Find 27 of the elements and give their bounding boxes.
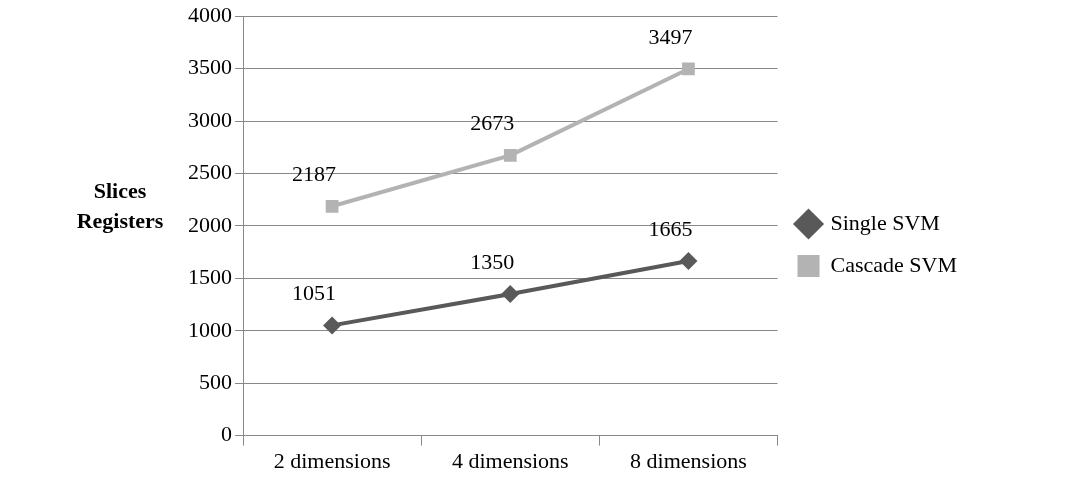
y-tick-label: 2500 [188,159,232,185]
point [323,316,342,335]
y-tick-label: 3500 [188,54,232,80]
point [325,199,339,213]
legend-label: Single SVM [830,209,940,235]
x-tick-label: 2 dimensions [273,447,391,473]
x-tick-label: 8 dimensions [630,447,747,473]
point [679,252,698,271]
data-label: 2673 [470,110,515,136]
y-tick-label: 4000 [188,1,232,27]
data-label: 1665 [648,215,693,241]
y-tick-label: 1500 [188,264,232,290]
data-label: 3497 [648,23,693,49]
data-label: 2187 [292,161,337,187]
point [503,148,517,162]
x-tick-label: 4 dimensions [451,447,569,473]
data-label: 1350 [470,248,515,274]
y-tick-label: 2000 [188,211,232,237]
y-tick-label: 500 [199,368,232,394]
y-tick-label: 3000 [188,106,232,132]
y-tick-label: 1000 [188,316,232,342]
point [682,62,695,76]
point [501,285,520,304]
legend-label: Cascade SVM [830,251,958,277]
y-tick-label: 0 [221,421,232,447]
y-axis-title: Slices Registers [75,177,165,235]
data-label: 1051 [292,280,337,306]
